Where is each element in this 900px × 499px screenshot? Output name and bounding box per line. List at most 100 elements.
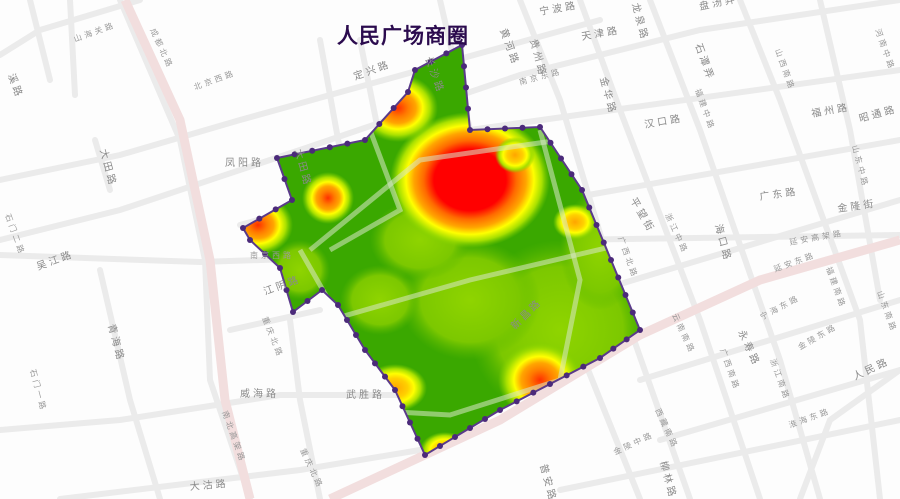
road [597,197,900,293]
road [467,67,900,133]
boundary-marker [597,355,603,361]
boundary-marker [422,452,428,458]
road [92,137,113,193]
boundary-marker [547,139,554,146]
boundary-marker [547,381,553,387]
boundary-marker [637,327,643,333]
road-label: 山东南路 [875,289,899,334]
boundary-marker [277,265,283,271]
boundary-marker [309,147,316,154]
road [0,17,603,183]
boundary-marker [382,373,388,380]
road-label: 金隆街 [837,197,877,215]
road-label: 昭通路 [857,102,898,125]
boundary-marker [362,347,368,353]
road [817,0,883,303]
boundary-marker [344,317,350,323]
boundary-marker [452,434,458,440]
boundary-marker [437,443,443,449]
boundary-marker [256,215,263,222]
boundary-marker [247,237,253,243]
road [0,392,423,433]
boundary-marker [482,416,488,422]
road-label: 石潭弄 [692,42,717,83]
road [328,129,404,253]
heat-hotspot [302,172,354,224]
boundary-marker [467,127,473,133]
boundary-marker [335,302,341,308]
road [27,0,53,83]
boundary-marker [608,257,614,263]
road-label: 普安路 [537,462,560,499]
road [797,367,900,499]
road-label: 石门一路 [28,368,49,413]
boundary-marker [289,197,295,203]
road [57,447,423,499]
road-label: 西藏南路 [653,407,681,451]
boundary-marker [465,105,471,112]
boundary-marker [622,292,629,298]
road [97,267,163,499]
road [227,307,323,333]
road-label: 汉口路 [643,111,684,131]
boundary-marker [600,239,607,246]
road-label: 龙泉路 [629,1,652,42]
boundary-marker [319,287,325,293]
boundary-marker [344,140,351,147]
road-label: 大沽路 [189,477,229,493]
boundary-marker [262,251,268,257]
boundary-marker [376,121,383,127]
boundary-marker [586,204,593,211]
road-label: 威海路 [240,387,279,400]
boundary-marker [281,176,288,182]
road-label: 青海路 [105,322,128,363]
boundary-marker [459,42,465,48]
road-label: 凤阳路 [225,156,264,169]
boundary-marker [362,137,368,143]
road [577,0,763,499]
boundary-marker [484,126,491,133]
boundary-marker [412,67,418,73]
elevated-road [328,235,900,499]
road-label: 溪路 [5,72,26,101]
road-label: 山海关路 [72,19,117,43]
road-label: 宁海东路 [758,292,802,321]
boundary-marker [593,222,600,228]
road [637,297,900,383]
road-label: 广东路 [759,185,799,203]
boundary-marker [407,419,413,426]
boundary-marker [463,84,469,91]
boundary-marker [399,403,406,410]
boundary-marker [291,151,298,158]
boundary-marker [372,360,378,367]
map-title: 人民广场商圈 [337,24,469,48]
boundary-marker [615,274,622,281]
boundary-markers [240,42,643,458]
road [317,37,343,153]
road-label: 宁波路 [538,0,579,18]
boundary-marker [240,225,246,231]
elevated-road [120,0,255,499]
boundary-marker [580,363,587,370]
boundary-marker [623,336,630,343]
boundary-marker [392,387,398,393]
boundary-marker [467,425,473,431]
boundary-marker [610,345,617,352]
boundary-marker [274,155,280,161]
boundary-marker [497,407,503,413]
boundary-marker [414,435,421,442]
road [657,367,900,443]
boundary-marker [537,124,543,130]
boundary-marker [461,63,467,70]
boundary-marker [283,287,290,293]
road-label: 吴江路 [35,247,76,273]
boundary-marker [353,332,359,338]
boundary-marker [563,372,570,379]
boundary-marker [558,155,564,162]
boundary-marker [629,309,636,316]
heat-zone-low [340,265,420,335]
boundary-marker [579,187,585,193]
road [117,0,253,499]
